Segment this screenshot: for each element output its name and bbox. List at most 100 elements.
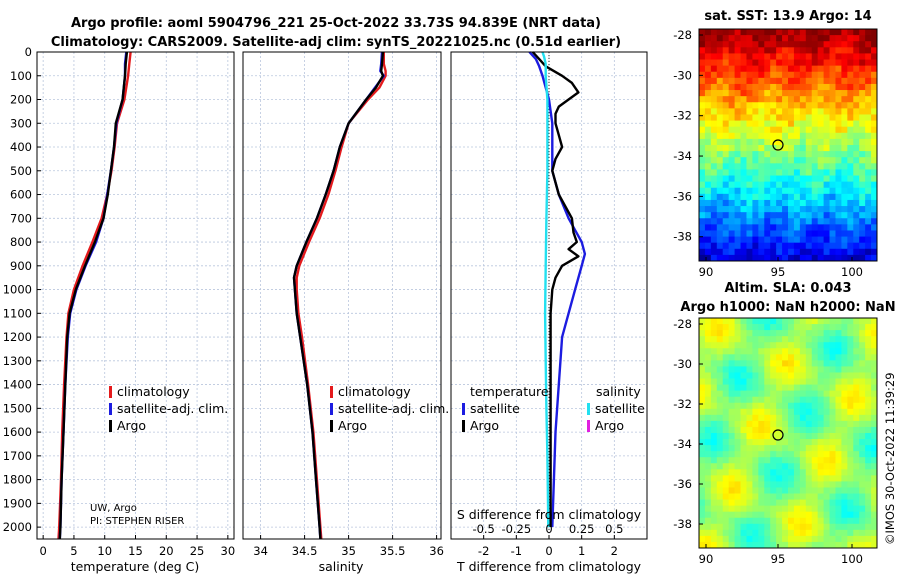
sst-cell — [847, 114, 854, 121]
sst-cell — [788, 212, 795, 219]
sla-cell — [746, 535, 753, 543]
sla-cell — [811, 354, 819, 361]
sla-cell — [871, 499, 878, 507]
sla-cell — [758, 354, 765, 361]
sst-cell — [811, 187, 819, 195]
sst-cell — [758, 126, 765, 134]
sst-cell — [782, 212, 789, 219]
sla-cell — [699, 390, 706, 398]
sla-cell — [699, 439, 706, 446]
sst-cell — [811, 132, 819, 140]
sla-cell — [699, 535, 706, 543]
sst-cell — [776, 65, 783, 73]
sst-cell — [752, 206, 759, 213]
sla-cell — [805, 426, 813, 434]
legend-satellite-swatch — [109, 403, 112, 415]
sst-cell — [859, 236, 866, 244]
sla-cell — [865, 487, 872, 494]
sla-cell — [817, 330, 824, 337]
sla-cell — [710, 487, 718, 494]
sla-cell — [871, 541, 878, 549]
sla-cell — [799, 342, 807, 349]
sla-cell — [817, 499, 824, 507]
sla-cell — [793, 457, 801, 464]
sla-cell — [788, 439, 795, 446]
sla-cell — [871, 529, 878, 537]
sst-cell — [722, 169, 730, 176]
sla-cell — [788, 324, 795, 331]
sst-cell — [823, 71, 830, 79]
sla-cell — [758, 469, 765, 476]
sst-cell — [776, 145, 783, 152]
sst-cell — [740, 77, 747, 85]
sla-cell — [793, 342, 801, 349]
sst-cell — [871, 53, 878, 60]
sst-cell — [758, 254, 765, 262]
sla-cell — [776, 366, 783, 373]
sst-cell — [847, 120, 854, 128]
sla-cell — [823, 426, 830, 434]
sst-cell — [758, 138, 765, 146]
sla-cell — [799, 414, 807, 422]
sla-cell — [859, 348, 866, 355]
sst-cell — [847, 126, 854, 134]
sst-cell — [811, 96, 819, 103]
sla-cell — [758, 318, 765, 325]
sla-cell — [764, 318, 771, 325]
sla-cell — [841, 318, 848, 325]
sla-cell — [823, 354, 830, 361]
sla-cell — [859, 384, 866, 392]
sst-cell — [799, 138, 807, 146]
sla-cell — [758, 457, 765, 464]
sla-cell — [734, 493, 741, 500]
sst-cell — [704, 248, 712, 256]
sst-cell — [835, 114, 842, 121]
sst-cell — [829, 108, 836, 115]
sst-cell — [782, 126, 789, 134]
sst-cell — [788, 71, 795, 79]
sla-cell — [782, 336, 789, 343]
sst-cell — [853, 126, 860, 134]
sst-cell — [859, 47, 866, 54]
sla-cell — [722, 499, 730, 507]
sst-cell — [740, 71, 747, 79]
sst-cell — [847, 157, 854, 164]
sst-cell — [805, 224, 813, 231]
sla-cell — [817, 414, 824, 422]
sst-cell — [847, 77, 854, 85]
sla-cell — [811, 378, 819, 385]
sst-cell — [823, 120, 830, 128]
sst-cell — [859, 138, 866, 146]
sla-cell — [699, 499, 706, 507]
sst-cell — [752, 181, 759, 189]
sst-cell — [710, 47, 718, 54]
sla-cell — [817, 451, 824, 458]
sst-cell — [853, 138, 860, 146]
sla-cell — [847, 396, 854, 404]
sla-cell — [871, 372, 878, 379]
sla-cell — [782, 511, 789, 519]
sst-cell — [799, 71, 807, 79]
sla-cell — [782, 390, 789, 398]
sst-cell — [805, 96, 813, 103]
sla-cell — [811, 505, 819, 513]
sla-cell — [799, 439, 807, 446]
sla-cell — [734, 475, 741, 482]
sla-cell — [859, 426, 866, 434]
sst-cell — [788, 138, 795, 146]
sst-cell — [788, 114, 795, 121]
sla-cell — [782, 378, 789, 385]
sst-cell — [764, 35, 771, 42]
sla-cell — [728, 493, 735, 500]
sla-cell — [811, 342, 819, 349]
sst-cell — [746, 169, 753, 176]
sla-cell — [823, 390, 830, 398]
sst-cell — [865, 145, 872, 152]
sst-cell — [776, 236, 783, 244]
sla-cell — [871, 523, 878, 531]
y-tick-label: 1100 — [3, 306, 32, 320]
sst-cell — [823, 145, 830, 152]
sst-cell — [728, 114, 735, 121]
sla-cell — [764, 445, 771, 452]
sla-cell — [758, 330, 765, 337]
